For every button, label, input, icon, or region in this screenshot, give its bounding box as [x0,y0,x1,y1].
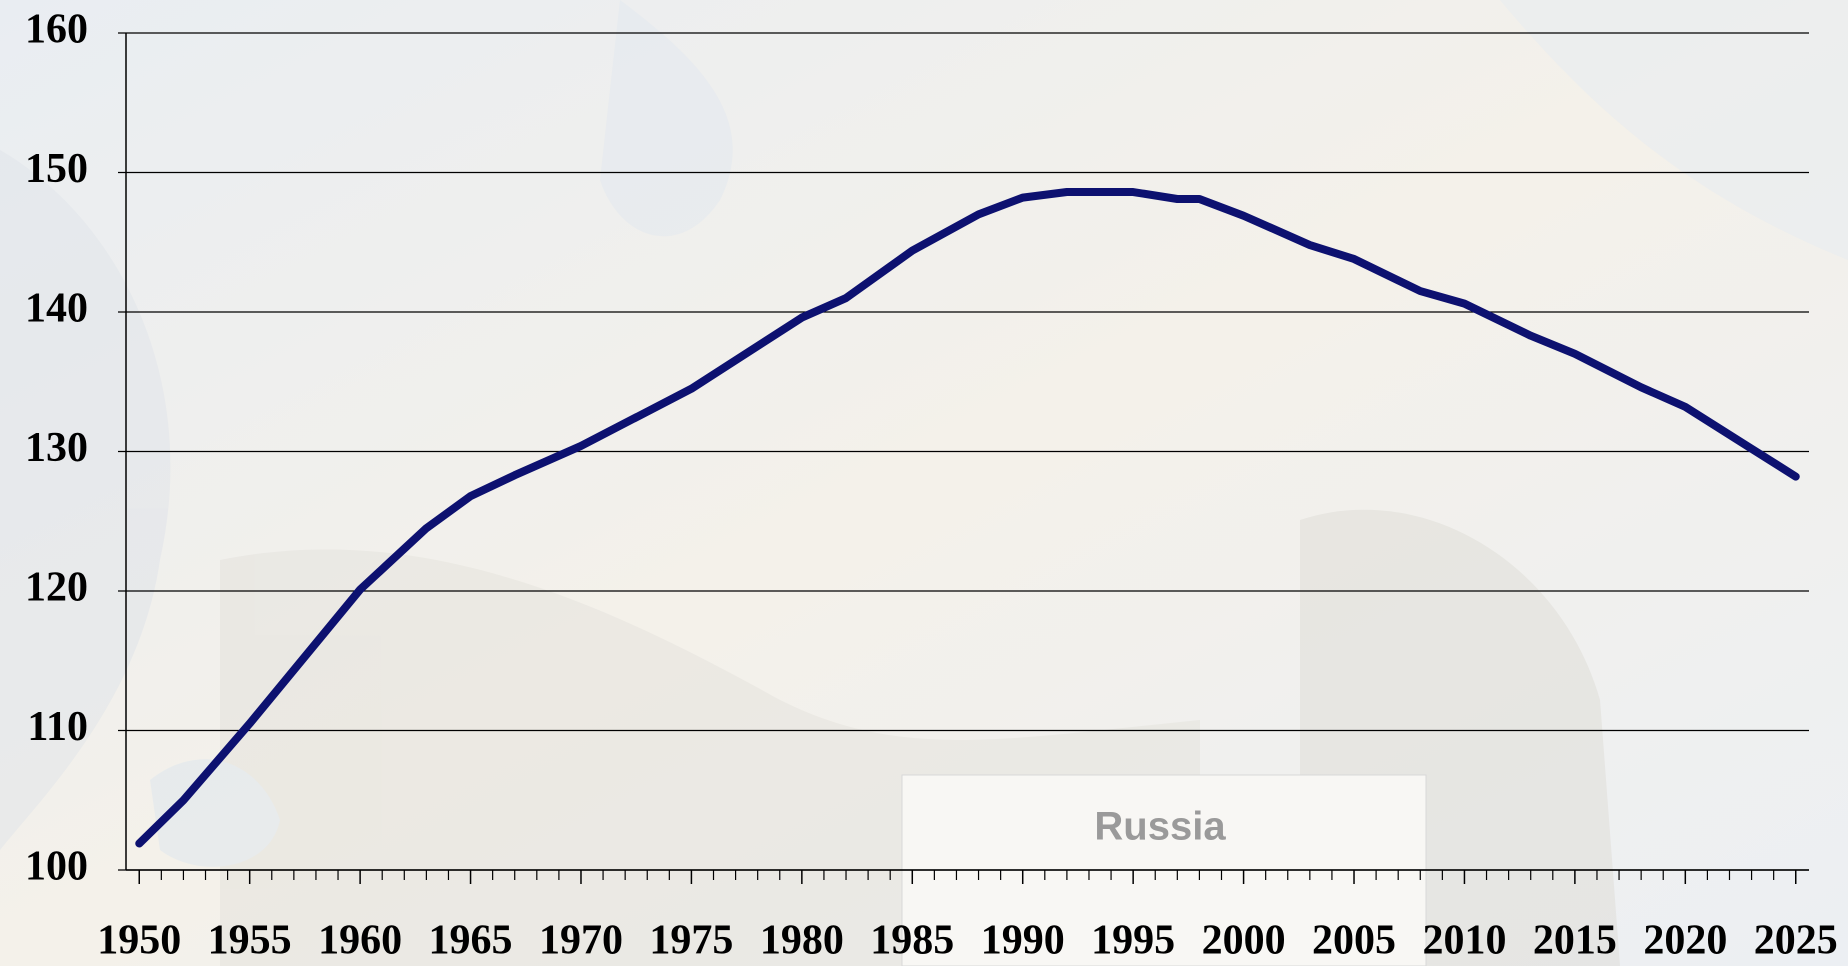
x-tick-label: 1980 [760,918,844,964]
y-tick-label: 110 [27,704,88,750]
x-tick-label: 1990 [981,918,1065,964]
x-tick-label: 2000 [1202,918,1286,964]
x-tick-label: 2020 [1643,918,1727,964]
annotation: Russia [1094,805,1226,849]
x-tick-label: 1950 [97,918,181,964]
x-tick-label: 1995 [1091,918,1175,964]
x-tick-label: 1965 [429,918,513,964]
x-tick-label: 2025 [1754,918,1838,964]
x-tick-label: 2015 [1533,918,1617,964]
y-tick-label: 140 [25,286,88,332]
x-tick-label: 1985 [870,918,954,964]
y-tick-label: 120 [25,565,88,611]
x-tick-label: 1970 [539,918,623,964]
y-tick-label: 160 [25,7,88,53]
x-tick-label: 1960 [318,918,402,964]
y-tick-label: 100 [25,844,88,890]
y-tick-label: 150 [25,146,88,192]
y-tick-label: 130 [25,425,88,471]
chart: Russia 100 110 120 130 140 150 160 1950 1955 1960… [0,0,1848,966]
page: Russia 100 110 120 130 140 150 160 1950 1955 1960… [0,0,1848,966]
x-tick-label: 2005 [1312,918,1396,964]
x-tick-label: 1955 [208,918,292,964]
x-tick-label: 1975 [649,918,733,964]
x-tick-label: 2010 [1422,918,1506,964]
